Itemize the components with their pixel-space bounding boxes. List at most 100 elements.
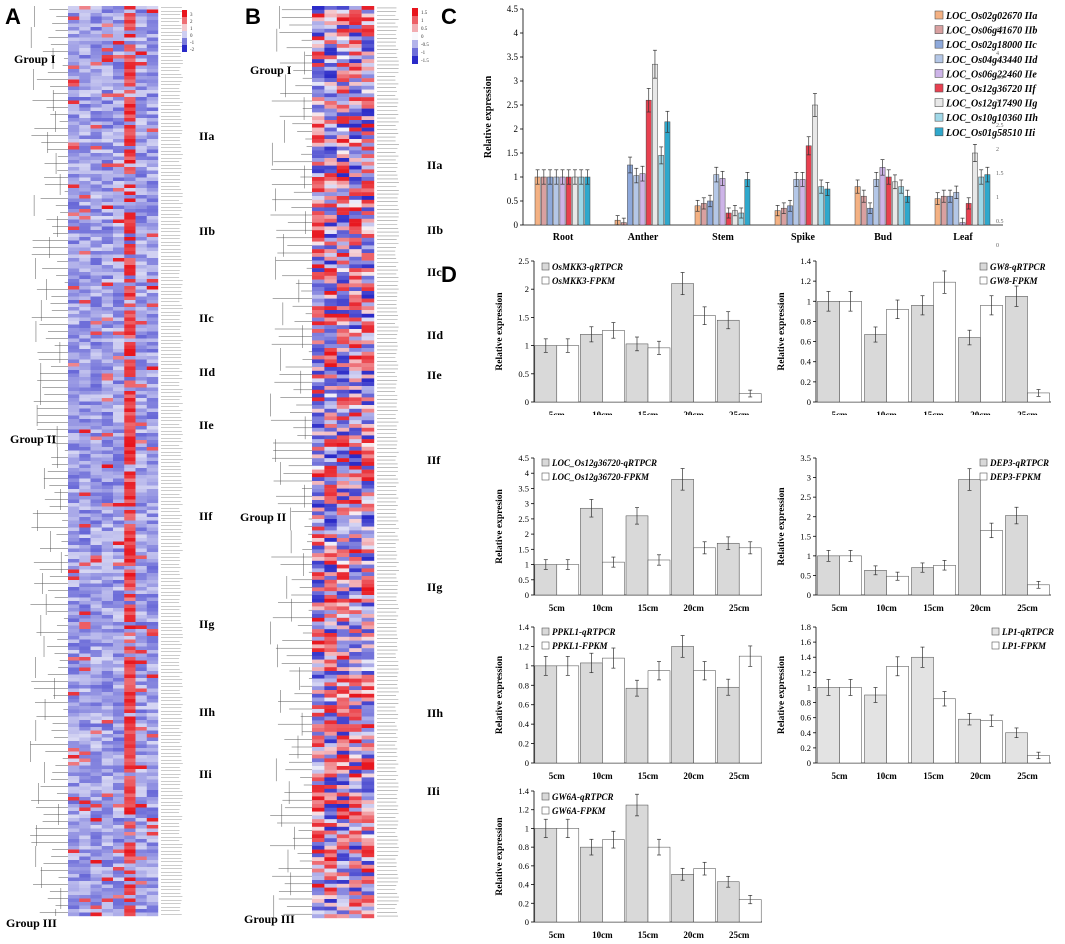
x-tick-label: 20cm xyxy=(683,603,704,613)
y-tick-label: 2 xyxy=(525,529,529,539)
bar xyxy=(625,515,649,596)
x-tick-label: 10cm xyxy=(592,410,613,415)
x-tick-label: 25cm xyxy=(729,603,750,613)
x-tick-label: Root xyxy=(553,232,574,243)
bar xyxy=(864,694,887,764)
plot-area: 0 0.5 1 1.5 2 2.5 3 3.5 4 4.5 Relative expresion 5c… xyxy=(495,453,762,613)
y-tick-label: 1.6 xyxy=(800,637,811,647)
bar xyxy=(980,720,1003,764)
panel-letter-c: C xyxy=(441,4,457,29)
heatmap-b: 1.5 1 0.5 0 -0.5 -1 -1.5 xyxy=(270,6,429,919)
y-tick-label: 2 xyxy=(514,124,519,134)
legend-swatch xyxy=(934,112,944,122)
legend: LOC_Os02g02670 IIa LOC_Os06g41670 IIb LOC_… xyxy=(934,10,1038,139)
legend-label: LOC_Os12g36720-FPKM xyxy=(551,472,650,482)
y-tick-label: 0.5 xyxy=(518,575,529,585)
legend: LP1-qRTPCR LP1-FPKM xyxy=(991,627,1054,651)
y-tick-label: 0 xyxy=(525,758,529,768)
y-tick-label: 1.8 xyxy=(800,622,811,632)
y-axis-title: Relative expression xyxy=(495,817,505,896)
y-tick-label: 0.4 xyxy=(518,719,529,729)
secondary-tick-label: 4.5 xyxy=(996,27,1004,33)
y-tick-label: 2.5 xyxy=(518,256,529,266)
bar xyxy=(658,155,665,226)
y-tick-label: 3 xyxy=(525,499,529,509)
y-tick-label: 3.5 xyxy=(518,483,529,493)
bar xyxy=(580,334,603,403)
y-tick-label: 1.2 xyxy=(518,805,529,815)
y-tick-label: 0.6 xyxy=(518,861,529,871)
legend-label: LOC_Os04g43440 IId xyxy=(945,55,1038,66)
bar xyxy=(625,343,649,403)
legend-swatch xyxy=(991,627,1000,636)
legend: DEP3-qRTPCR DEP3-FPKM xyxy=(979,458,1049,482)
bar xyxy=(886,309,909,403)
y-tick-label: 0.4 xyxy=(800,728,811,738)
bar xyxy=(627,164,633,226)
secondary-tick-label: 0 xyxy=(996,243,999,249)
legend-swatch xyxy=(934,98,944,107)
x-tick-label: 20cm xyxy=(683,771,704,780)
bar xyxy=(671,646,694,764)
heatmap-a-label-iih: IIh xyxy=(199,705,216,719)
legend-label: LOC_Os01g58510 IIi xyxy=(945,128,1035,139)
x-tick-label: 5cm xyxy=(832,410,848,415)
y-tick-label: 0 xyxy=(807,590,811,600)
y-tick-label: 0.5 xyxy=(507,196,519,206)
bar xyxy=(647,670,671,764)
chart-d-gw8: 0 0.2 0.4 0.6 0.8 1 1.2 1.4 Relative expression 5… xyxy=(777,256,1051,415)
heatmap-a-label-iif: IIf xyxy=(199,509,213,523)
plot-area: 0 0.2 0.4 0.6 0.8 1 1.2 1.4 Relative expression 5… xyxy=(495,622,762,780)
x-tick-label: 25cm xyxy=(729,771,750,780)
chart-d-osmkk3: 0 0.5 1 1.5 2 2.5 Relative expression 5cm 10cm 15… xyxy=(495,256,762,415)
bar xyxy=(580,846,603,923)
x-tick-label: Stem xyxy=(712,232,734,243)
bar xyxy=(671,874,694,923)
bar xyxy=(556,828,580,923)
y-tick-label: 1 xyxy=(807,551,811,561)
heatmap-b-label-iie: IIe xyxy=(427,368,442,382)
legend: PPKL1-qRTPCR PPKL1-FPKM xyxy=(541,627,616,651)
x-tick-label: 15cm xyxy=(923,603,944,613)
y-tick-label: 0.8 xyxy=(800,698,811,708)
y-axis-title: Relative expresion xyxy=(495,489,505,564)
bar xyxy=(812,104,818,226)
heatmap-b-label-iii: IIi xyxy=(427,784,440,798)
plot-area: 0 0.2 0.4 0.6 0.8 1 1.2 1.4 Relative expression 5… xyxy=(777,256,1051,415)
bar xyxy=(716,542,740,596)
x-tick-label: 15cm xyxy=(638,410,659,415)
bar xyxy=(647,846,671,923)
y-tick-label: 1 xyxy=(807,296,811,306)
heatmap-a-label-iib: IIb xyxy=(199,224,216,238)
bar xyxy=(958,718,981,764)
secondary-tick-label: 1.5 xyxy=(996,171,1004,177)
plot-area: 0 0.2 0.4 0.6 0.8 1 1.2 1.4 Relative expression 5… xyxy=(495,786,762,940)
heatmap-b-label-iif: IIf xyxy=(427,453,441,467)
y-tick-label: 0.8 xyxy=(800,316,811,326)
x-tick-label: 25cm xyxy=(1017,410,1038,415)
heatmap-cells xyxy=(312,6,375,919)
y-tick-label: 3 xyxy=(514,76,519,86)
legend-label: LOC_Os12g17490 IIg xyxy=(945,99,1037,110)
y-tick-label: 1.2 xyxy=(518,641,529,651)
heatmap-cells xyxy=(68,6,159,917)
legend-swatch xyxy=(541,792,550,801)
y-tick-label: 3.5 xyxy=(507,52,519,62)
bar xyxy=(738,655,762,764)
y-tick-label: 4.5 xyxy=(518,453,529,463)
bar xyxy=(693,315,716,403)
x-tick-label: 5cm xyxy=(549,410,565,415)
y-tick-label: 2.5 xyxy=(507,100,519,110)
heatmap-b-label-iib: IIb xyxy=(427,223,444,237)
y-tick-label: 1.5 xyxy=(800,531,811,541)
y-tick-label: 0.5 xyxy=(518,369,529,379)
x-tick-label: Bud xyxy=(874,232,892,243)
x-tick-label: 5cm xyxy=(549,603,565,613)
x-tick-label: 20cm xyxy=(683,410,704,415)
bar xyxy=(716,319,740,403)
y-tick-label: 1 xyxy=(807,682,811,692)
bar xyxy=(556,665,580,764)
y-tick-label: 1.2 xyxy=(800,276,811,286)
y-tick-label: 1 xyxy=(514,172,519,182)
y-tick-label: 3.5 xyxy=(800,453,811,463)
